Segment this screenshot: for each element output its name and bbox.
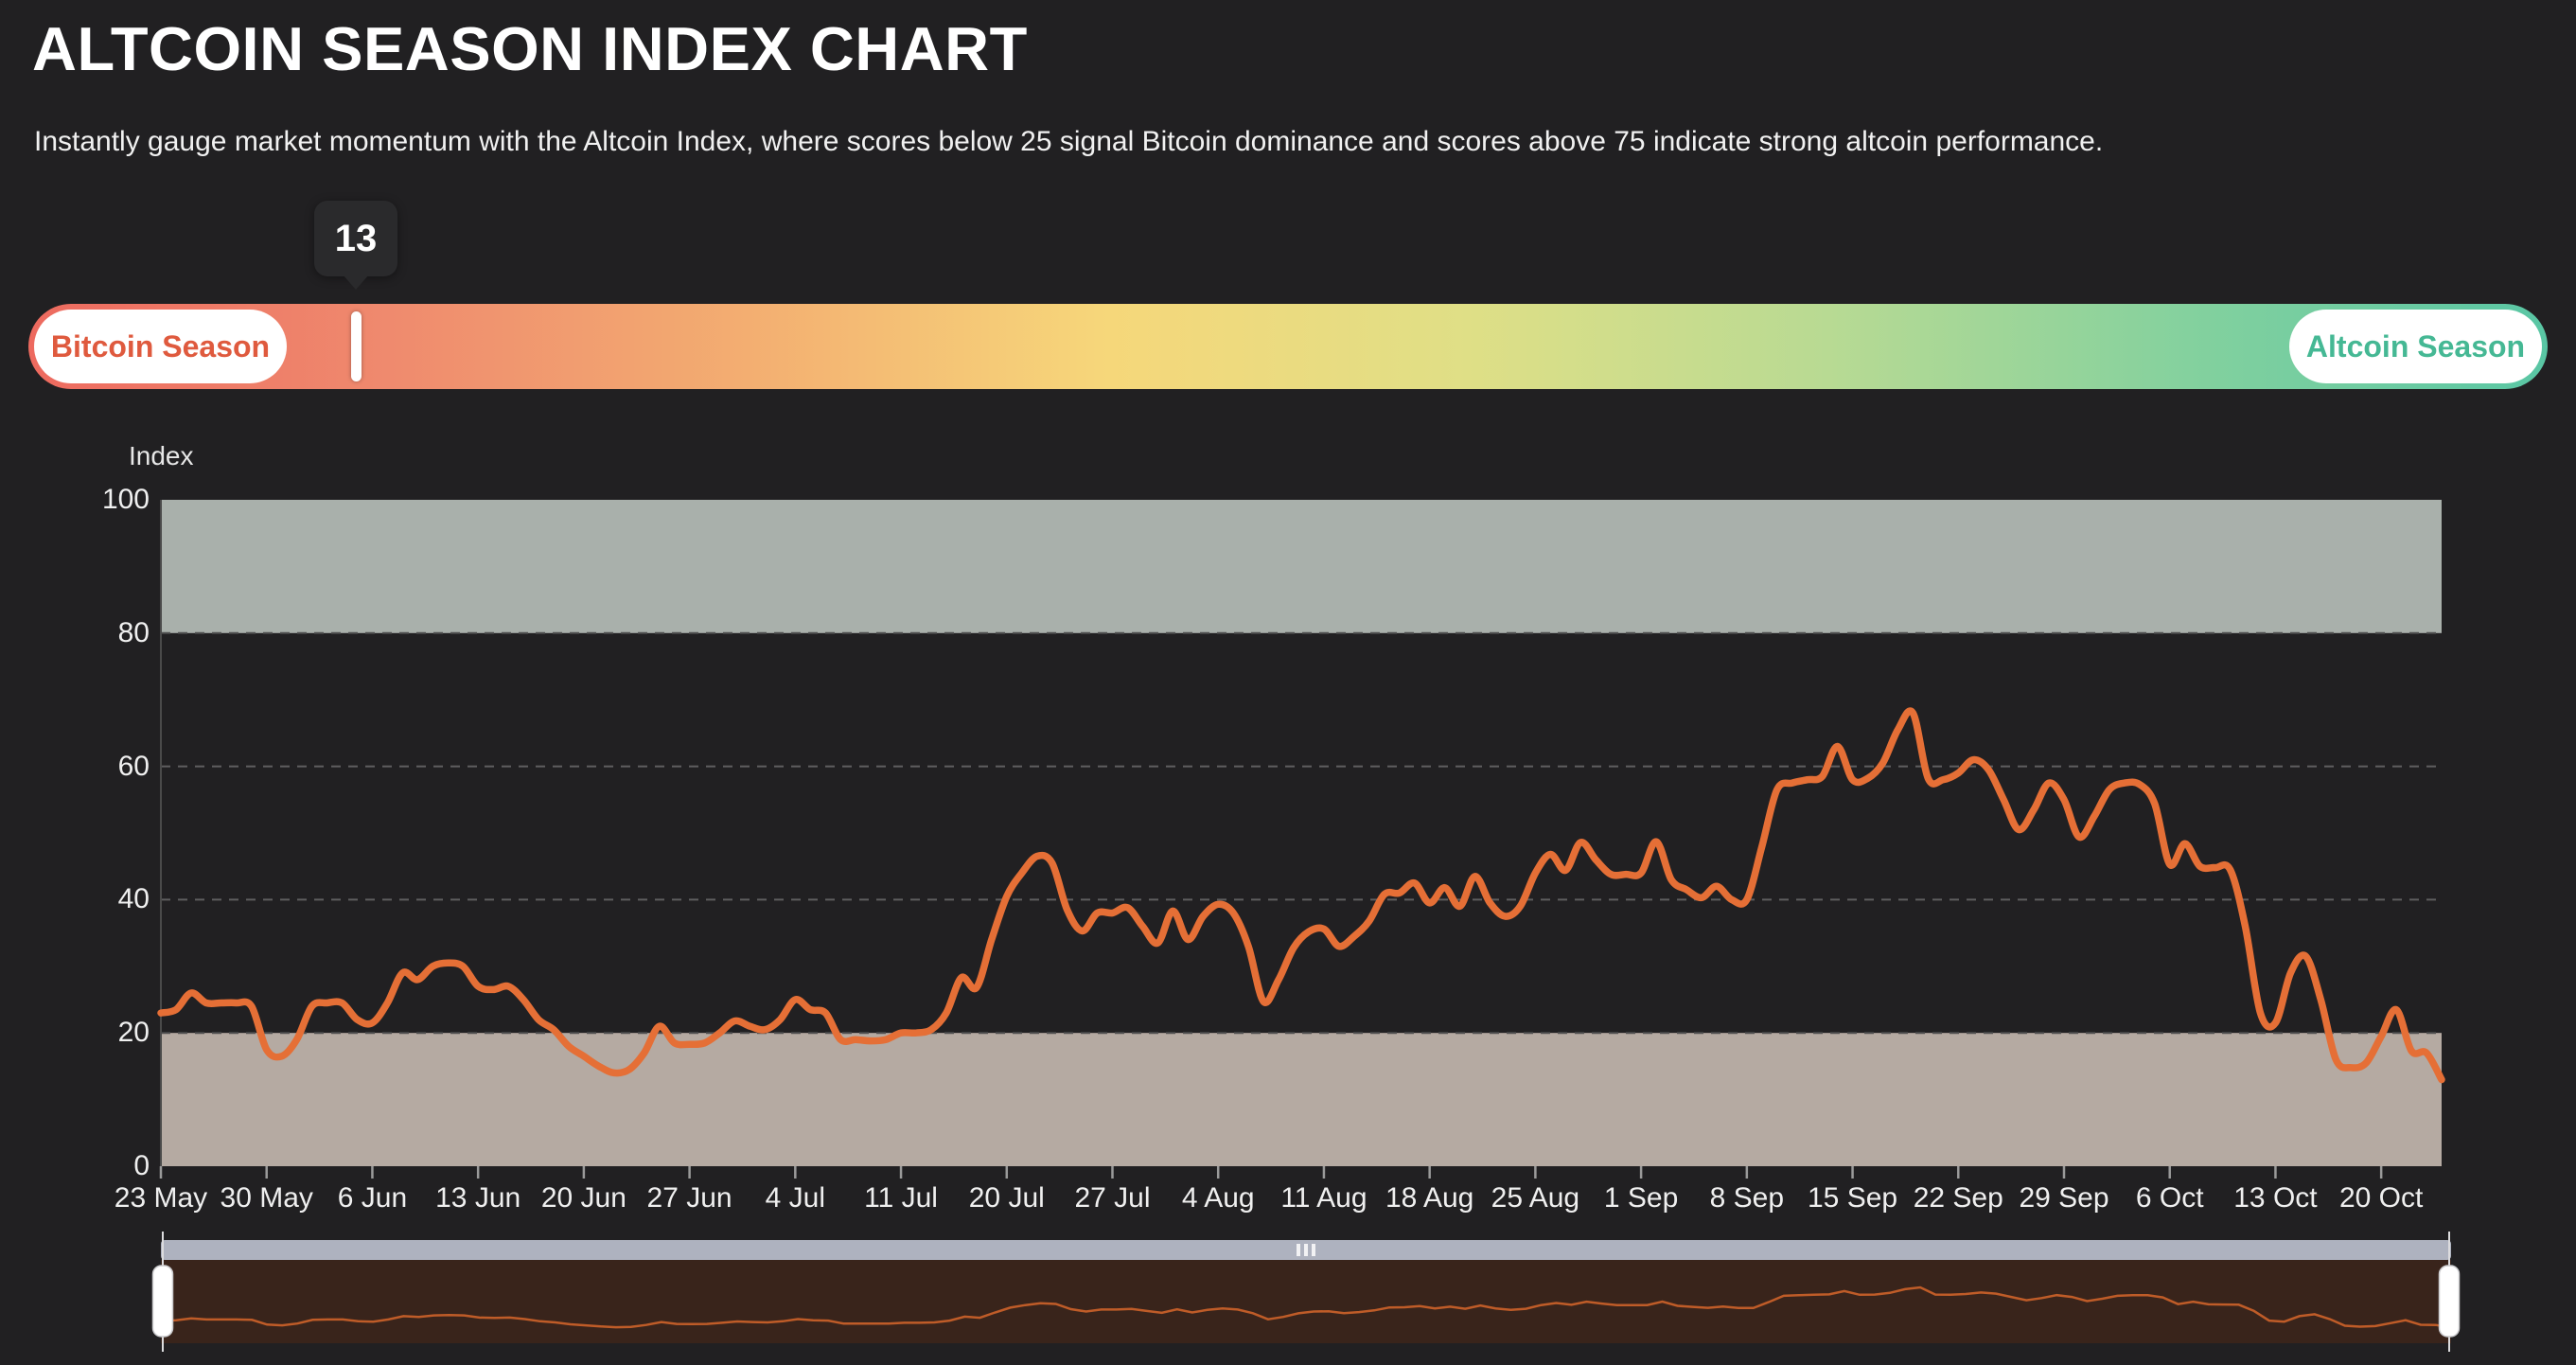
x-tick-label: 20 Jun — [540, 1182, 626, 1214]
y-tick-label-20: 20 — [117, 1017, 150, 1049]
drag-grip-icon[interactable] — [1304, 1244, 1308, 1256]
bitcoin-season-badge: Bitcoin Season — [34, 310, 287, 383]
x-tick-label: 20 Oct — [2338, 1182, 2424, 1214]
x-tick-label: 25 Aug — [1491, 1182, 1580, 1214]
x-tick-label: 13 Oct — [2233, 1182, 2318, 1214]
x-tick-label: 1 Sep — [1603, 1182, 1679, 1214]
index-series-line — [157, 707, 2445, 1084]
x-tick-label: 29 Sep — [2019, 1182, 2109, 1214]
x-tick-label: 4 Jul — [765, 1182, 826, 1214]
page-subtitle: Instantly gauge market momentum with the… — [34, 126, 2104, 157]
x-tick-label: 4 Aug — [1181, 1182, 1255, 1214]
y-tick-label-80: 80 — [117, 616, 150, 648]
navigator-left-handle[interactable] — [151, 1265, 174, 1338]
y-tick-label-100: 100 — [101, 484, 150, 515]
y-tick-label-0: 0 — [133, 1150, 150, 1181]
gauge-value: 13 — [334, 217, 378, 259]
altcoin-season-label: Altcoin Season — [2305, 328, 2526, 363]
gauge-value-marker[interactable] — [350, 311, 362, 381]
x-tick-label: 27 Jun — [646, 1182, 732, 1214]
x-tick-label: 30 May — [220, 1182, 313, 1214]
x-tick-label: 23 May — [114, 1182, 208, 1214]
navigator-right-handle[interactable] — [2438, 1265, 2461, 1338]
gauge-value-tooltip: 13 — [314, 201, 398, 276]
x-tick-label: 20 Jul — [968, 1182, 1045, 1214]
x-tick-label: 11 Aug — [1280, 1182, 1367, 1214]
x-tick-label: 15 Sep — [1808, 1182, 1898, 1214]
x-tick-label: 11 Jul — [864, 1182, 938, 1214]
navigator-mini-line — [160, 1285, 2452, 1330]
y-tick-label-60: 60 — [117, 750, 150, 782]
y-axis-title: Index — [129, 441, 194, 470]
y-tick-label-40: 40 — [117, 883, 150, 915]
tooltip-arrow-icon — [343, 275, 370, 290]
altcoin-season-badge: Altcoin Season — [2289, 310, 2542, 383]
drag-grip-icon[interactable] — [1312, 1244, 1315, 1256]
drag-grip-icon[interactable] — [1297, 1244, 1300, 1256]
bitcoin-season-label: Bitcoin Season — [50, 328, 271, 363]
x-tick-label: 8 Sep — [1709, 1182, 1785, 1214]
x-tick-label: 6 Jun — [337, 1182, 408, 1214]
x-tick-label: 18 Aug — [1385, 1182, 1474, 1214]
x-tick-label: 27 Jul — [1074, 1182, 1151, 1214]
navigator-mini-chart-bg[interactable] — [161, 1260, 2451, 1343]
x-tick-label: 13 Jun — [435, 1182, 521, 1214]
zone-band-lower — [161, 1033, 2442, 1166]
x-tick-label: 6 Oct — [2135, 1182, 2204, 1214]
x-tick-label: 22 Sep — [1913, 1182, 2003, 1214]
season-gauge-bar — [28, 304, 2548, 389]
zone-band-upper — [161, 500, 2442, 633]
page-title: ALTCOIN SEASON INDEX CHART — [32, 14, 1028, 83]
